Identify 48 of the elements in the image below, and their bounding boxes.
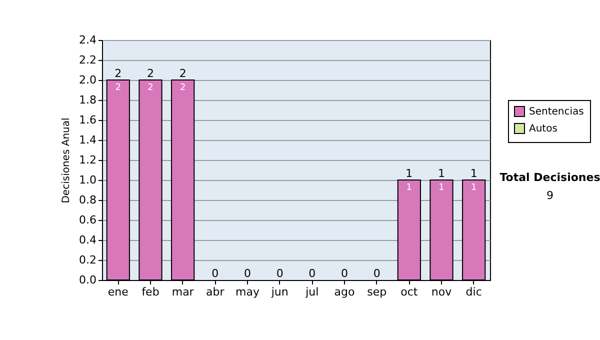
legend-label: Autos (529, 124, 558, 134)
total-label: 1 (438, 167, 445, 180)
data-label: 2 (148, 83, 154, 93)
x-tick-label: may (236, 286, 260, 298)
y-tick-label: 0.8 (79, 194, 96, 206)
x-tick-label: sep (367, 286, 387, 298)
total-label: 0 (212, 267, 219, 280)
y-tick-label: 0.0 (79, 274, 96, 286)
x-tick-label: jul (304, 286, 319, 298)
y-tick-label: 2.2 (79, 54, 96, 66)
y-tick-label: 1.8 (79, 94, 96, 106)
total-label: 0 (308, 267, 316, 280)
x-tick-label: abr (206, 286, 225, 298)
x-tick-label: dic (466, 286, 482, 298)
y-tick-label: 0.6 (79, 214, 96, 226)
text: Total Decisiones (500, 171, 600, 184)
y-tick-label: 1.4 (79, 134, 96, 146)
x-tick-label: mar (172, 286, 194, 298)
total-label: 0 (276, 267, 284, 280)
data-label: 2 (180, 83, 186, 93)
total-label: 2 (147, 67, 154, 80)
x-tick-label: oct (400, 286, 418, 298)
total-label: 1 (470, 167, 478, 180)
data-label: 1 (470, 183, 477, 193)
total-label: 2 (114, 67, 122, 80)
total-label: 0 (373, 267, 380, 280)
data-label: 1 (438, 183, 444, 193)
y-tick-label: 0.2 (79, 254, 96, 266)
x-tick-label: jun (270, 286, 288, 298)
total-label: 1 (406, 167, 413, 180)
x-tick-label: feb (142, 286, 160, 298)
y-axis-title: Decisiones Anual (61, 118, 72, 204)
total-label: 0 (244, 267, 251, 280)
y-tick-label: 1.0 (79, 174, 96, 186)
data-label: 2 (115, 83, 122, 93)
x-tick-label: ago (334, 286, 355, 298)
text: 9 (546, 189, 554, 202)
y-tick-label: 1.2 (79, 154, 96, 166)
legend-label: Sentencias (529, 106, 584, 118)
total-label: 2 (179, 67, 186, 80)
y-tick-label: 0.4 (79, 234, 96, 246)
y-tick-label: 2.4 (79, 34, 96, 46)
x-tick-label: ene (108, 286, 129, 298)
total-label: 0 (341, 267, 348, 280)
x-tick-label: nov (431, 286, 452, 298)
y-tick-label: 1.6 (79, 114, 96, 126)
y-tick-label: 2.0 (79, 74, 96, 86)
data-label: 1 (406, 183, 412, 193)
